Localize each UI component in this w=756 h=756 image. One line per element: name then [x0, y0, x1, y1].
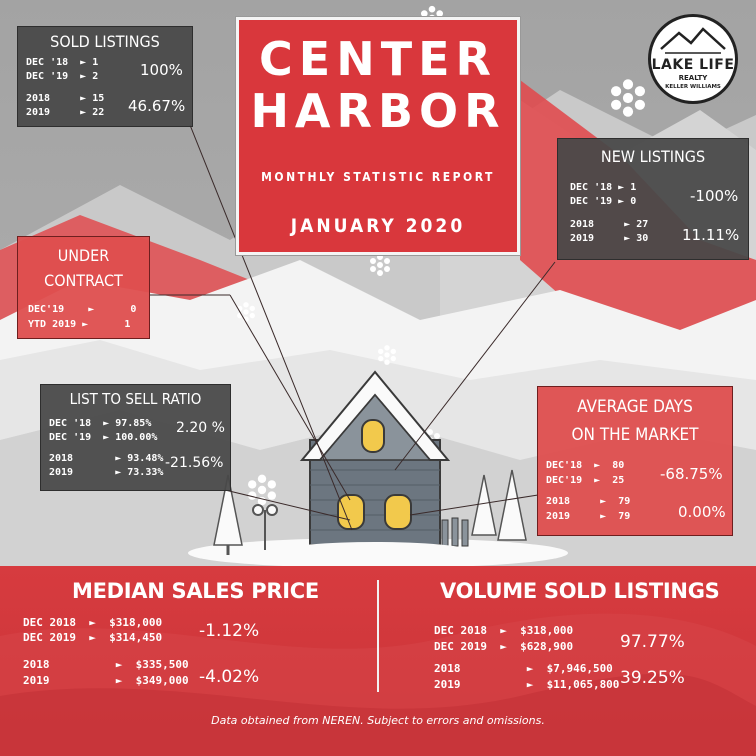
stat-change: -4.02% [199, 667, 260, 687]
page-title-line2: HARBOR [250, 84, 506, 138]
stat-row: DEC '19 ► 2 [26, 71, 99, 82]
stat-row: YTD 2019 ► 1 [28, 319, 131, 330]
stat-row: 2018 ► $7,946,500 [434, 662, 613, 675]
stat-change: 97.77% [620, 632, 685, 652]
stat-change: 46.67% [128, 97, 186, 115]
stat-row: 2019 ► 30 [570, 233, 649, 244]
stat-row: DEC '18 ► 97.85% [49, 418, 152, 429]
page-title-line1: CENTER [259, 32, 497, 86]
stat-row: 2019 ► 73.33% [49, 467, 164, 478]
card-title: SOLD LISTINGS [50, 32, 160, 51]
house-icon [213, 370, 527, 558]
stat-row: DEC '19 ► 0 [570, 196, 637, 207]
stat-change: -1.12% [199, 621, 260, 641]
list-to-sell-card: LIST TO SELL RATIO DEC '18 ► 97.85% DEC … [40, 384, 231, 491]
stat-change: -68.75% [660, 465, 723, 483]
report-month: JANUARY 2020 [290, 215, 466, 237]
stat-change: 0.00% [678, 503, 726, 521]
bottom-band: MEDIAN SALES PRICE DEC 2018 ► $318,000 D… [0, 566, 756, 756]
card-title-line2: CONTRACT [44, 271, 123, 290]
tree-icon [213, 469, 527, 555]
stat-row: 2018 ► 15 [26, 93, 105, 104]
stat-row: 2018 ► $335,500 [23, 658, 189, 671]
logo-sub: REALTY [678, 74, 708, 82]
stat-row: 2019 ► 22 [26, 107, 105, 118]
volume-title: VOLUME SOLD LISTINGS [440, 579, 720, 603]
card-title: NEW LISTINGS [600, 147, 706, 166]
under-contract-card: UNDER CONTRACT DEC'19 ► 0 YTD 2019 ► 1 [17, 236, 150, 339]
lamp-post-icon [252, 504, 278, 550]
median-title: MEDIAN SALES PRICE [72, 579, 319, 603]
logo-tagline: KELLER WILLIAMS [665, 84, 721, 90]
stat-change: -21.56% [165, 455, 224, 471]
stat-row: 2019 ► 79 [546, 511, 631, 522]
stat-row: DEC '18 ► 1 [26, 57, 99, 68]
stat-change: 2.20 % [176, 420, 225, 436]
report-subtitle: MONTHLY STATISTIC REPORT [261, 170, 495, 184]
sold-listings-card: SOLD LISTINGS DEC '18 ► 1 DEC '19 ► 2 10… [17, 26, 193, 127]
card-title-line2: ON THE MARKET [571, 425, 699, 445]
mountain-icon [660, 27, 726, 54]
stat-row: DEC '18 ► 1 [570, 182, 637, 193]
card-title-line1: AVERAGE DAYS [577, 397, 693, 417]
average-days-card: AVERAGE DAYS ON THE MARKET DEC'18 ► 80 D… [537, 386, 733, 536]
stat-row: DEC 2018 ► $318,000 [23, 616, 163, 629]
stat-row: 2018 ► 93.48% [49, 453, 164, 464]
lake-life-logo: LAKE LIFE REALTY KELLER WILLIAMS [648, 14, 738, 104]
stat-row: DEC'19 ► 25 [546, 475, 625, 486]
logo-name: LAKE LIFE [651, 57, 735, 73]
stat-row: 2019 ► $11,065,800 [434, 678, 620, 691]
stat-row: DEC 2019 ► $314,450 [23, 631, 163, 644]
stat-row: DEC'19 ► 0 [28, 304, 137, 315]
footer-disclaimer: Data obtained from NEREN. Subject to err… [211, 714, 545, 727]
stat-change: 11.11% [682, 226, 740, 244]
stat-row: 2018 ► 79 [546, 496, 631, 507]
stat-row: DEC 2019 ► $628,900 [434, 640, 574, 653]
stat-change: 39.25% [620, 668, 685, 688]
stat-row: 2018 ► 27 [570, 219, 649, 230]
stat-row: 2019 ► $349,000 [23, 674, 189, 687]
band-divider [377, 580, 379, 692]
stat-row: DEC '19 ► 100.00% [49, 432, 158, 443]
stat-change: 100% [140, 61, 183, 79]
card-title-line1: UNDER [57, 246, 110, 265]
title-card: CENTER HARBOR MONTHLY STATISTIC REPORT J… [236, 17, 520, 255]
new-listings-card: NEW LISTINGS DEC '18 ► 1 DEC '19 ► 0 -10… [557, 138, 749, 260]
stat-change: -100% [690, 187, 739, 205]
card-title: LIST TO SELL RATIO [69, 390, 202, 408]
stat-row: DEC'18 ► 80 [546, 460, 625, 471]
stat-row: DEC 2018 ► $318,000 [434, 624, 574, 637]
